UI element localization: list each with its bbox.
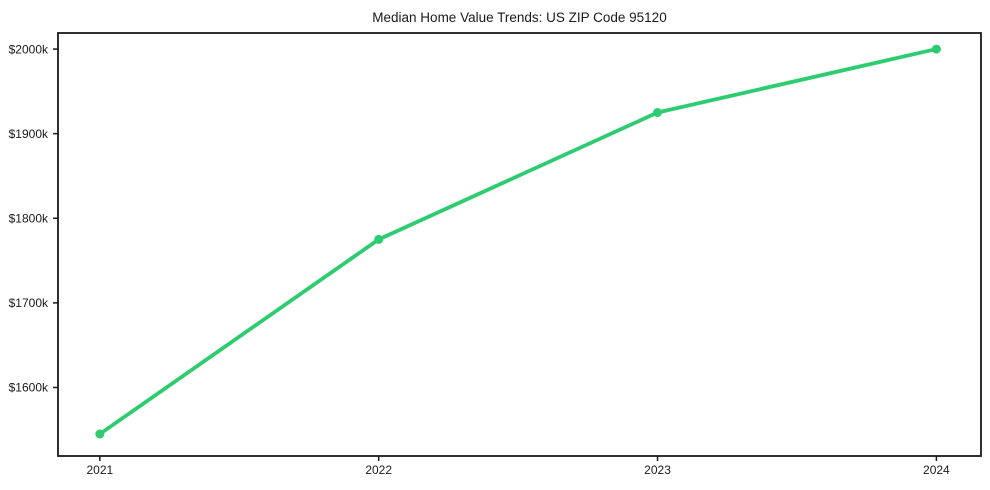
y-tick-label: $1600k xyxy=(9,381,49,395)
data-point xyxy=(653,108,663,118)
y-axis: $1600k $1700k $1800k $1900k $2000k xyxy=(9,42,58,395)
chart-title: Median Home Value Trends: US ZIP Code 95… xyxy=(372,10,666,25)
x-axis: 2021 2022 2023 2024 xyxy=(86,456,950,477)
y-tick-label: $2000k xyxy=(9,42,49,56)
data-point xyxy=(95,429,105,439)
x-tick-label: 2024 xyxy=(923,463,950,477)
y-tick-label: $1800k xyxy=(9,211,49,225)
data-point xyxy=(931,44,941,54)
data-point xyxy=(374,234,384,244)
x-tick-label: 2022 xyxy=(365,463,392,477)
x-tick-label: 2021 xyxy=(86,463,113,477)
series-layer xyxy=(95,44,941,439)
series-line xyxy=(97,47,939,436)
x-tick-label: 2023 xyxy=(644,463,671,477)
y-tick-label: $1700k xyxy=(9,296,49,310)
y-tick-label: $1900k xyxy=(9,127,49,141)
plot-border xyxy=(57,32,982,457)
